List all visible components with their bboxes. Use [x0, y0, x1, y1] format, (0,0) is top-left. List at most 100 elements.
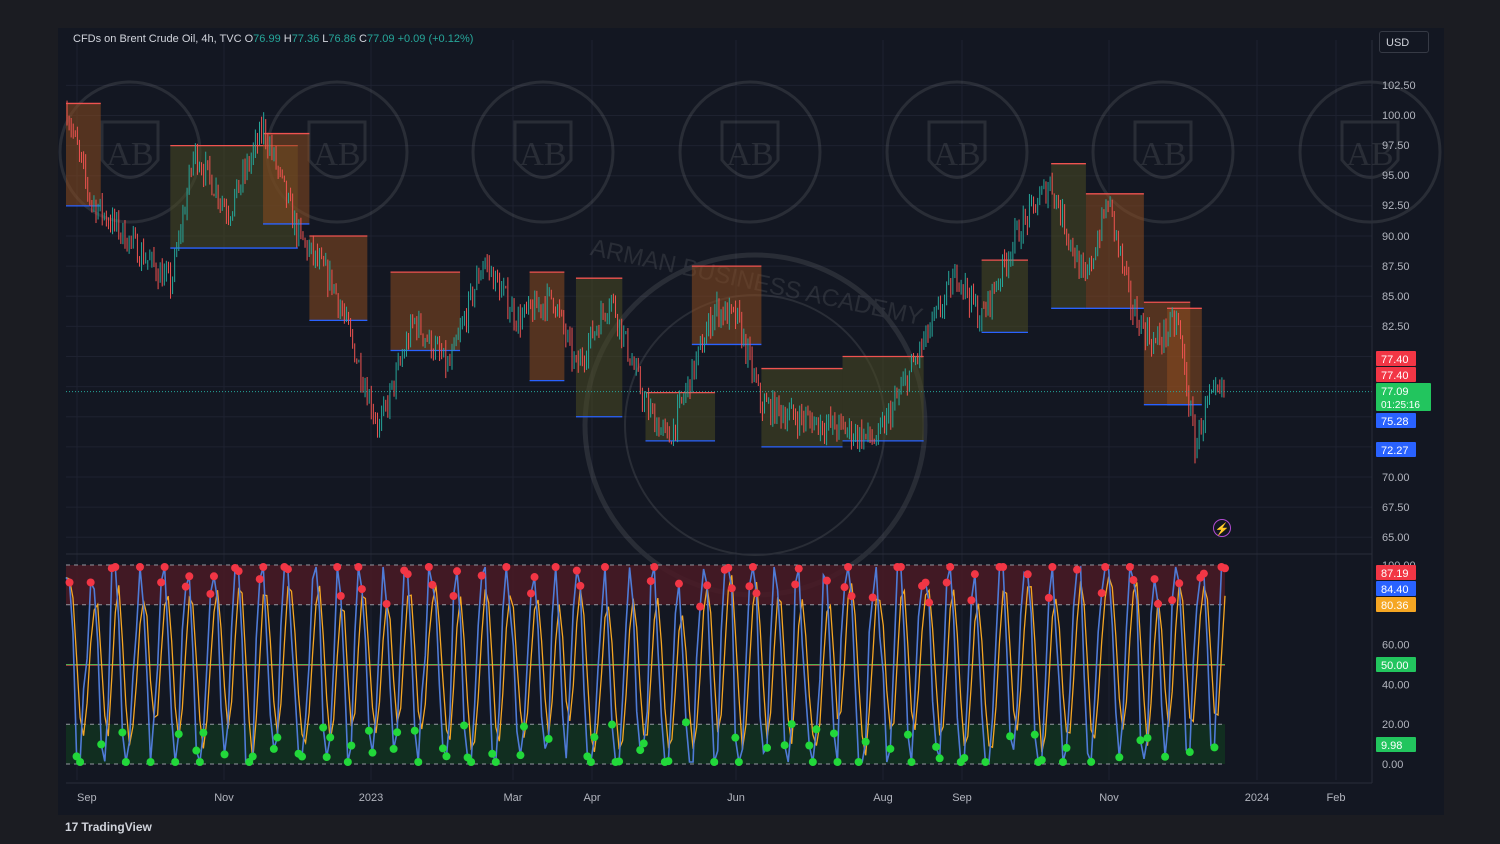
zone-box [1085, 193, 1144, 309]
overbought-dot [135, 562, 144, 571]
oversold-dot [491, 758, 500, 767]
overbought-dot [477, 571, 486, 580]
oversold-dot [343, 758, 352, 767]
overbought-dot [1101, 562, 1110, 571]
time-tick-label: Nov [1099, 792, 1119, 804]
oversold-dot [269, 744, 278, 753]
zone-boxes [66, 102, 1202, 448]
oversold-dot [664, 757, 673, 766]
time-tick-label: 2023 [359, 792, 383, 804]
oversold-dot [932, 742, 941, 751]
overbought-dot [724, 563, 733, 572]
overbought-dot [745, 582, 754, 591]
overbought-dot [896, 562, 905, 571]
overbought-dot [181, 582, 190, 591]
overbought-dot [65, 578, 74, 587]
overbought-dot [696, 602, 705, 611]
osc-tick-label: 20.00 [1382, 719, 1410, 731]
countdown-label: 01:25:16 [1381, 400, 1420, 411]
zone-box [981, 260, 1028, 333]
oversold-dot [710, 758, 719, 767]
price-badge-bg [1376, 442, 1416, 457]
overbought-dot [157, 578, 166, 587]
watermark-initials: AB [106, 136, 153, 173]
osc-tick-label: 40.00 [1382, 679, 1410, 691]
osc-badge: 84.40 [1376, 581, 1416, 596]
oversold-dot [1037, 755, 1046, 764]
candles [66, 100, 1225, 464]
oversold-dot [731, 733, 740, 742]
watermark-icon [678, 80, 822, 224]
price-badge: 72.27 [1376, 442, 1416, 457]
osc-badge: 50.00 [1376, 657, 1416, 672]
price-badge-label: 77.40 [1381, 370, 1409, 382]
price-badge-bg [1376, 383, 1431, 411]
price-tick-label: 65.00 [1382, 532, 1410, 544]
price-badge: 77.09 01:25:16 [1376, 383, 1431, 411]
overbought-dot [703, 581, 712, 590]
oscillator-pane [65, 562, 1229, 767]
osc-tick-label: 60.00 [1382, 640, 1410, 652]
oversold-dot [1030, 730, 1039, 739]
oversold-dot [1136, 736, 1145, 745]
shield-icon [1340, 120, 1400, 179]
oversold-dot [829, 729, 838, 738]
overbought-dot [1125, 562, 1134, 571]
oversold-dot [1161, 752, 1170, 761]
oversold-dot [787, 720, 796, 729]
stoch-k-line [65, 565, 1226, 765]
lightning-icon[interactable]: ⚡ [1213, 519, 1231, 537]
price-badge-label: 75.28 [1381, 416, 1409, 428]
overbought-dot [530, 573, 539, 582]
open-value: 76.99 [253, 33, 281, 45]
currency-button[interactable]: USD [1379, 31, 1429, 53]
tradingview-logo[interactable]: 17 TradingView [65, 820, 152, 834]
osc-badge-bg [1376, 597, 1416, 612]
oversold-dot [389, 744, 398, 753]
oversold-dot [121, 758, 130, 767]
osc-badge: 9.98 [1376, 737, 1416, 752]
overbought-dot [1168, 596, 1177, 605]
oversold-dot [935, 754, 944, 763]
watermark-initials: AB [726, 136, 773, 173]
time-tick-label: Jun [727, 792, 745, 804]
watermark-initials: AB [1346, 136, 1393, 173]
overbought-dot [1175, 579, 1184, 588]
time-tick-label: Nov [214, 792, 234, 804]
watermark-icon [471, 80, 615, 224]
overbought-dot [1044, 593, 1053, 602]
overbought-dot [333, 562, 342, 571]
overbought-dot [576, 581, 585, 590]
price-tick-label: 85.00 [1382, 291, 1410, 303]
time-tick-label: Sep [77, 792, 97, 804]
low-value: 76.86 [328, 33, 356, 45]
watermark-icon [885, 80, 1029, 224]
oversold-dot [192, 746, 201, 755]
overbought-dot [868, 593, 877, 602]
watermark-initials: AB [933, 136, 980, 173]
price-badge-label: 77.40 [1381, 354, 1409, 366]
oversold-dot [833, 758, 842, 767]
osc-tick-label: 0.00 [1382, 759, 1403, 771]
tv-brand-label: TradingView [81, 820, 152, 834]
price-badge-bg [1376, 367, 1416, 382]
oversold-dot [763, 743, 772, 752]
shield-icon [307, 120, 367, 179]
overbought-dot [646, 577, 655, 586]
osc-badge-bg [1376, 565, 1416, 580]
overbought-dot [403, 570, 412, 579]
oversold-dot [319, 723, 328, 732]
overbought-dot [111, 562, 120, 571]
price-tick-label: 70.00 [1382, 472, 1410, 484]
osc-badge-bg [1376, 737, 1416, 752]
oversold-dot [199, 728, 208, 737]
watermark-initials: AB [313, 136, 360, 173]
oversold-dot [861, 737, 870, 746]
oversold-dot [812, 725, 821, 734]
overbought-dot [650, 562, 659, 571]
oversold-dot [467, 758, 476, 767]
oversold-dot [1058, 758, 1067, 767]
oversold-dot [1062, 743, 1071, 752]
price-tick-label: 90.00 [1382, 231, 1410, 243]
